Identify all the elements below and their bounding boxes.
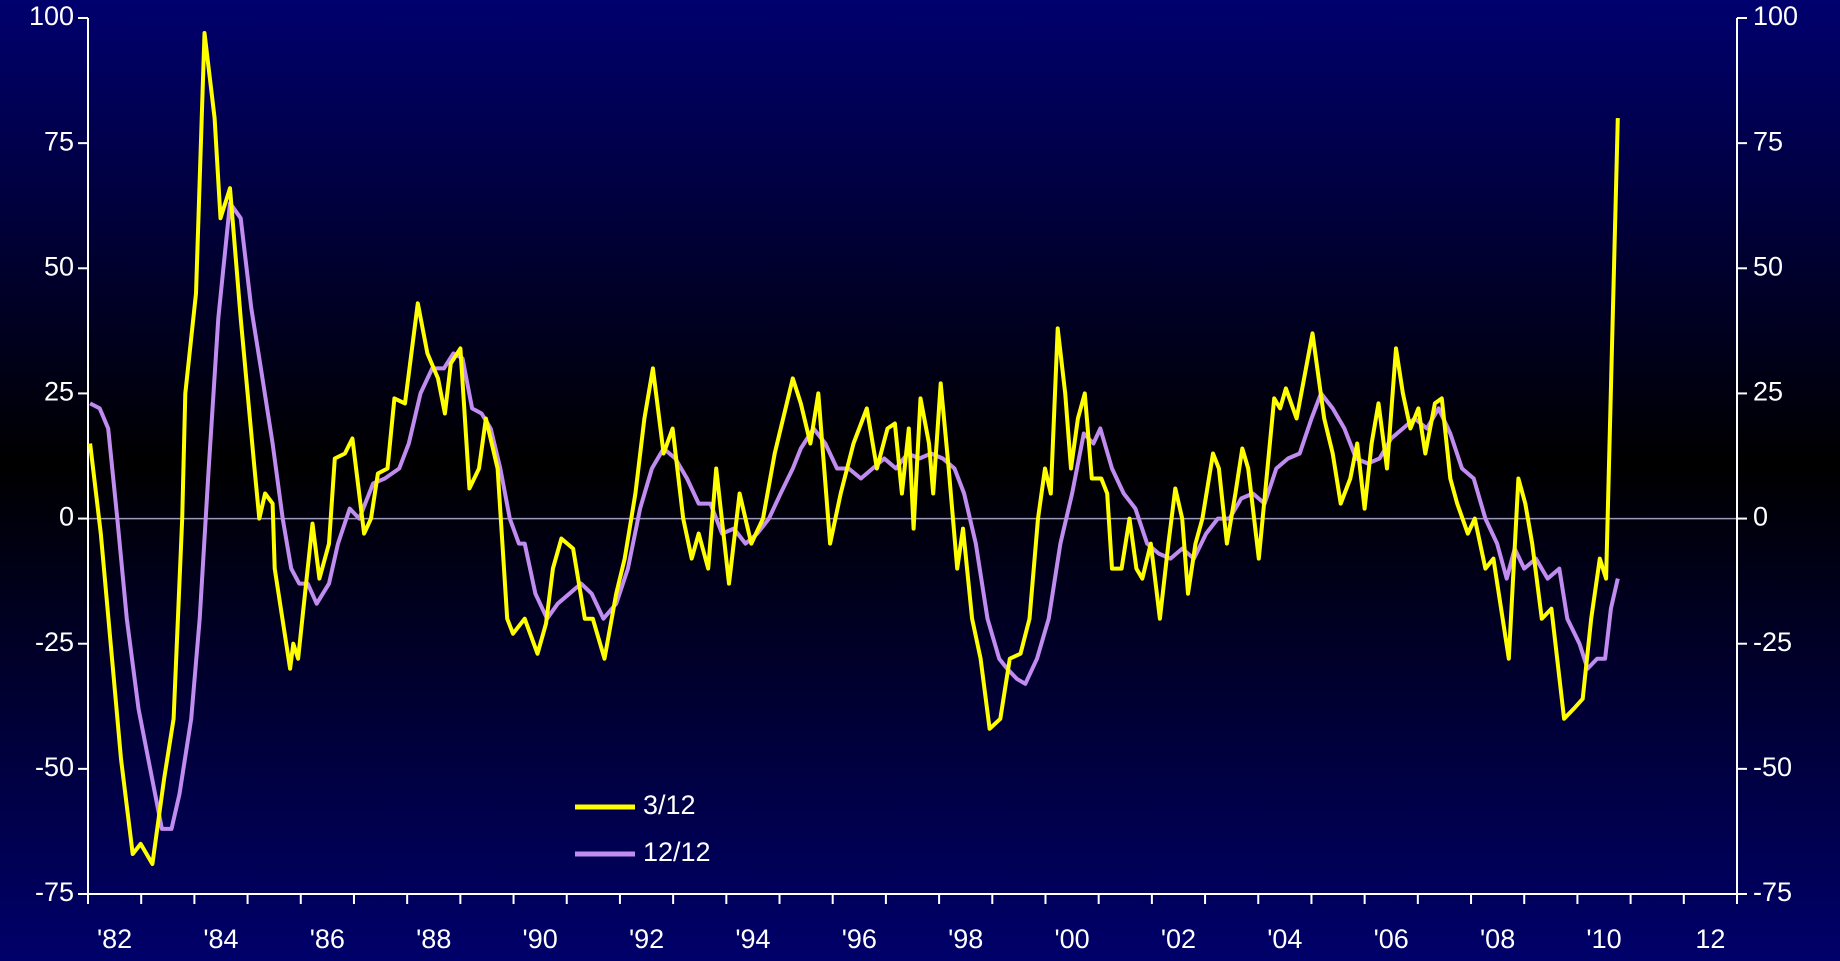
x-tick-label: '00 [1054,924,1089,954]
y-tick-label: 0 [59,502,74,532]
y2-tick-label: -75 [1753,877,1792,907]
legend-label: 12/12 [643,837,711,867]
x-tick-label: '90 [523,924,558,954]
x-tick-label: '06 [1374,924,1409,954]
x-tick-label: '92 [629,924,664,954]
x-tick-label: '04 [1267,924,1302,954]
y-tick-label: 100 [29,1,74,31]
y2-tick-label: 75 [1753,126,1783,156]
x-tick-label: '10 [1586,924,1621,954]
y2-tick-label: -25 [1753,627,1792,657]
y2-tick-label: 0 [1753,502,1768,532]
series-line [88,31,1620,866]
y-tick-label: 75 [44,126,74,156]
x-tick-label: '88 [416,924,451,954]
y-tick-label: -25 [35,627,74,657]
x-tick-label: '82 [97,924,132,954]
series-line [89,201,1620,831]
y-tick-label: -75 [35,877,74,907]
y-tick-label: -50 [35,752,74,782]
x-tick-label: '94 [735,924,770,954]
y2-tick-label: 50 [1753,251,1783,281]
x-tick-label: '96 [842,924,877,954]
x-tick-label: '98 [948,924,983,954]
x-tick-label: 12 [1695,924,1725,954]
y-tick-label: 25 [44,377,74,407]
y2-tick-label: 25 [1753,377,1783,407]
x-tick-label: '02 [1161,924,1196,954]
y-tick-label: 50 [44,251,74,281]
legend-label: 3/12 [643,790,696,820]
y2-tick-label: -50 [1753,752,1792,782]
x-tick-label: '86 [310,924,345,954]
y2-tick-label: 100 [1753,1,1798,31]
x-tick-label: '08 [1480,924,1515,954]
x-tick-label: '84 [203,924,238,954]
